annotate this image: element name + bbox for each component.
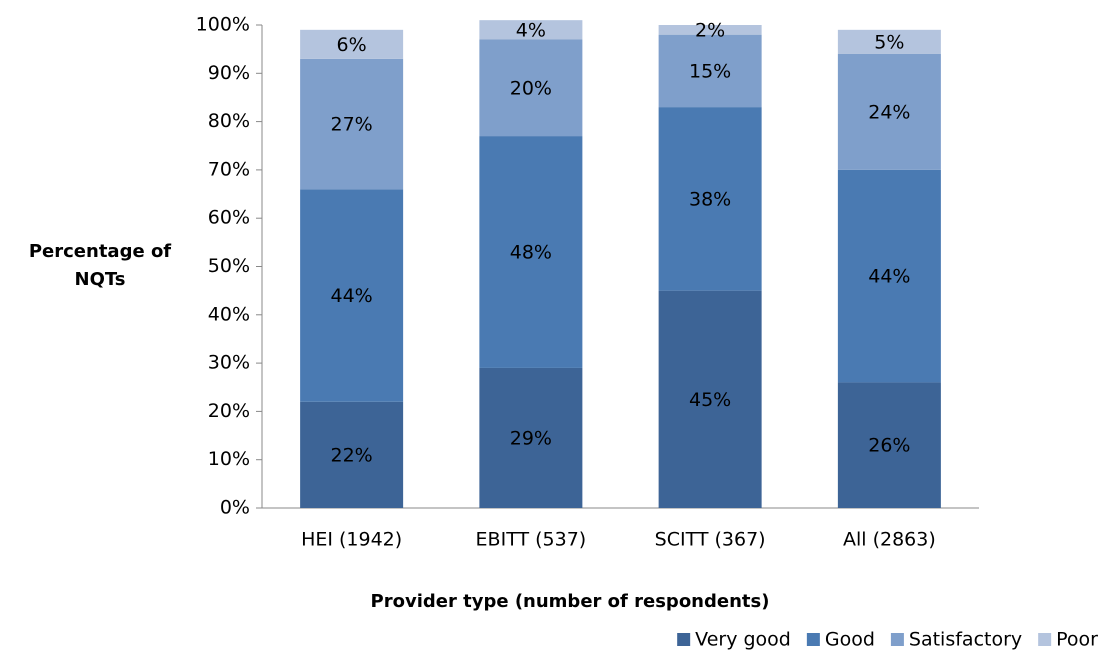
legend-label: Satisfactory (909, 629, 1022, 651)
legend-swatch (806, 633, 820, 646)
legend-swatch (1038, 633, 1052, 646)
bar-segment (300, 29, 404, 59)
bar-segment (658, 34, 762, 108)
bar-segment (479, 20, 583, 40)
x-axis-label: Provider type (number of respondents) (371, 591, 770, 612)
value-label: 24% (868, 101, 910, 123)
value-label: 27% (331, 114, 373, 136)
bar-segment (837, 169, 941, 383)
value-label: 44% (331, 285, 373, 307)
bar-segment (300, 401, 404, 508)
value-label: 26% (868, 435, 910, 457)
value-label: 15% (689, 60, 731, 82)
bar-segment (658, 25, 762, 35)
y-tick-label: 10% (208, 448, 250, 470)
legend-label: Very good (695, 629, 791, 651)
value-label: 6% (337, 34, 367, 56)
x-tick-label: All (2863) (843, 529, 936, 551)
bar-segment (837, 29, 941, 54)
value-label: 48% (510, 242, 552, 264)
y-tick-label: 40% (208, 303, 250, 325)
x-tick-label: EBITT (537) (476, 529, 587, 551)
bar-segment (300, 189, 404, 402)
value-label: 22% (331, 444, 373, 466)
y-axis-label: Percentage of NQTs (28, 241, 172, 290)
value-label: 2% (695, 19, 725, 41)
y-tick-label: 60% (208, 207, 250, 229)
y-tick-label: 70% (208, 158, 250, 180)
value-label: 44% (868, 266, 910, 288)
y-tick-label: 20% (208, 400, 250, 422)
y-tick-label: 0% (220, 497, 250, 519)
value-label: 20% (510, 77, 552, 99)
bar-segment (658, 107, 762, 291)
x-tick-label: SCITT (367) (655, 529, 766, 551)
value-label: 45% (689, 389, 731, 411)
y-tick-label: 30% (208, 352, 250, 374)
bar-segment (837, 53, 941, 170)
bar-segment (479, 136, 583, 368)
bar-segment (479, 39, 583, 137)
y-tick-label: 80% (208, 110, 250, 132)
legend-label: Good (825, 629, 875, 651)
value-label: 38% (689, 188, 731, 210)
y-tick-label: 50% (208, 255, 250, 277)
bar-segment (300, 58, 404, 190)
legend-label: Poor (1056, 629, 1098, 651)
bar-segment (658, 290, 762, 508)
legend-swatch (677, 633, 691, 646)
y-tick-label: 100% (196, 14, 250, 36)
value-label: 5% (874, 31, 904, 53)
bar-segment (479, 367, 583, 508)
y-tick-label: 90% (208, 62, 250, 84)
value-label: 4% (516, 19, 546, 41)
bar-segment (837, 382, 941, 508)
value-label: 29% (510, 427, 552, 449)
legend-swatch (890, 633, 904, 646)
x-tick-label: HEI (1942) (301, 529, 402, 551)
